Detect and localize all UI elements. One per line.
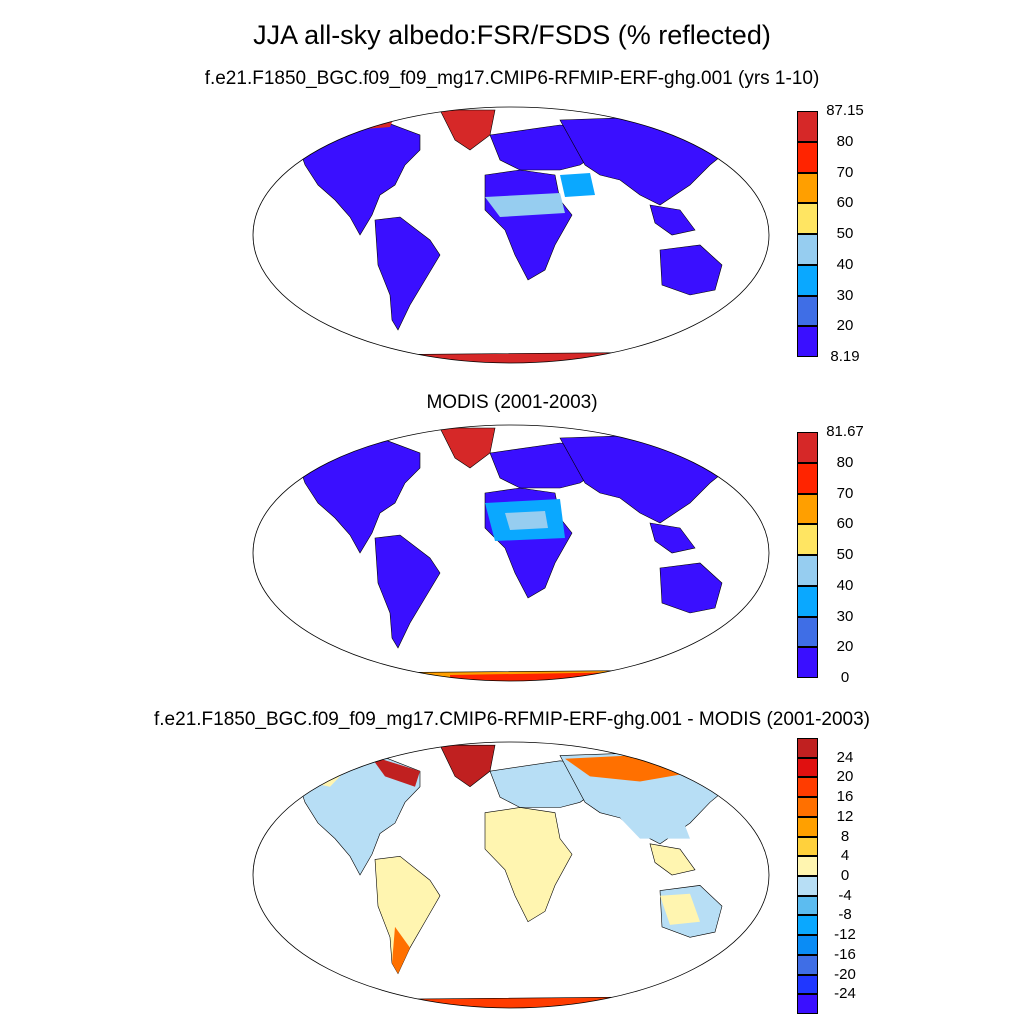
- colorbar-label: 80: [836, 132, 854, 150]
- panel-3-map: [252, 741, 770, 1009]
- colorbar-swatch: [797, 203, 818, 234]
- colorbar-swatch: [797, 935, 818, 955]
- colorbar-swatch: [797, 836, 818, 857]
- colorbar-label: 16: [836, 788, 854, 806]
- colorbar-swatch: [797, 493, 818, 525]
- colorbar-label: -16: [834, 945, 856, 963]
- colorbar-label: 0: [840, 867, 850, 884]
- field-patch: [485, 193, 565, 217]
- field-patch: [505, 511, 548, 530]
- samerica-region: [374, 216, 441, 331]
- colorbar-swatch: [797, 895, 818, 916]
- asia-region: [559, 434, 736, 524]
- colorbar-label: 8: [840, 827, 850, 845]
- colorbar-label: 8.19: [830, 348, 860, 365]
- namerica-region: [297, 116, 421, 236]
- colorbar-label: 50: [836, 546, 854, 563]
- colorbar-swatch: [797, 111, 818, 142]
- colorbar-label: 40: [836, 576, 854, 594]
- panel-2-map: [252, 424, 770, 682]
- map-outline: [252, 106, 770, 364]
- colorbar-swatch: [797, 876, 818, 896]
- field-patch: [620, 812, 690, 839]
- colorbar-label: 0: [840, 669, 850, 686]
- colorbar-swatch: [797, 974, 818, 995]
- panel-3-title: f.e21.F1850_BGC.f09_f09_mg17.CMIP6-RFMIP…: [154, 709, 870, 730]
- colorbar-label: 87.15: [826, 102, 864, 119]
- greenland-region: [439, 109, 496, 151]
- colorbar-label: -24: [834, 985, 856, 1003]
- africa-region: [484, 807, 573, 923]
- colorbar-label: 70: [836, 484, 854, 502]
- colorbar-label: 70: [836, 163, 854, 181]
- greenland-region: [439, 744, 496, 788]
- field-patch: [660, 893, 700, 925]
- colorbar-swatch: [797, 555, 818, 586]
- colorbar-label: -20: [834, 965, 856, 983]
- australia-region: [659, 244, 723, 296]
- colorbar-swatch: [797, 326, 818, 357]
- colorbar-label: 50: [836, 225, 854, 242]
- samerica-region: [374, 534, 441, 649]
- main-title: JJA all-sky albedo:FSR/FSDS (% reflected…: [253, 20, 771, 50]
- colorbar-swatch: [797, 585, 818, 617]
- field-patch: [370, 755, 420, 787]
- colorbar-label: 60: [836, 194, 854, 212]
- colorbar-label: -12: [834, 926, 856, 944]
- seasia-region: [649, 204, 696, 236]
- field-patch: [560, 173, 595, 197]
- colorbar-swatch: [797, 738, 818, 758]
- colorbar-label: 81.67: [826, 423, 864, 440]
- colorbar-label: -4: [838, 886, 852, 904]
- colorbar-label: 60: [836, 515, 854, 533]
- colorbar-swatch: [797, 777, 818, 798]
- greenland-region: [439, 427, 496, 469]
- colorbar-label: -8: [838, 906, 852, 924]
- australia-region: [659, 562, 723, 614]
- colorbar-label: 12: [836, 807, 854, 825]
- colorbar-label: 20: [836, 317, 854, 335]
- colorbar-swatch: [797, 856, 818, 876]
- map-outline: [252, 741, 770, 1009]
- colorbar-label: 40: [836, 255, 854, 273]
- colorbar-swatch: [797, 647, 818, 678]
- colorbar-label: 80: [836, 453, 854, 471]
- colorbar-swatch: [797, 432, 818, 463]
- colorbar-swatch: [797, 994, 818, 1014]
- colorbar-swatch: [797, 295, 818, 327]
- seasia-region: [649, 843, 696, 876]
- field-patch: [392, 926, 410, 974]
- seasia-region: [649, 522, 696, 554]
- africa-region: [484, 169, 573, 281]
- colorbar-swatch: [797, 141, 818, 173]
- panel-1-map: [252, 106, 770, 364]
- colorbar-swatch: [797, 616, 818, 648]
- samerica-region: [374, 855, 441, 975]
- panel-2-title: MODIS (2001-2003): [426, 392, 598, 413]
- colorbar-swatch: [797, 954, 818, 975]
- colorbar-swatch: [797, 524, 818, 555]
- map-outline: [252, 424, 770, 682]
- colorbar-label: 4: [840, 847, 850, 865]
- colorbar-label: 20: [836, 638, 854, 656]
- colorbar-label: 24: [836, 748, 854, 766]
- colorbar-swatch: [797, 757, 818, 778]
- colorbar-label: 30: [836, 607, 854, 625]
- colorbar-swatch: [797, 797, 818, 817]
- namerica-region: [297, 434, 421, 554]
- colorbar-swatch: [797, 816, 818, 837]
- colorbar-swatch: [797, 264, 818, 296]
- panel-1-title: f.e21.F1850_BGC.f09_f09_mg17.CMIP6-RFMIP…: [204, 68, 820, 89]
- colorbar-swatch: [797, 462, 818, 494]
- colorbar-label: 30: [836, 286, 854, 304]
- colorbar-swatch: [797, 172, 818, 204]
- colorbar-label: 20: [836, 768, 854, 786]
- colorbar-swatch: [797, 234, 818, 265]
- colorbar-swatch: [797, 915, 818, 936]
